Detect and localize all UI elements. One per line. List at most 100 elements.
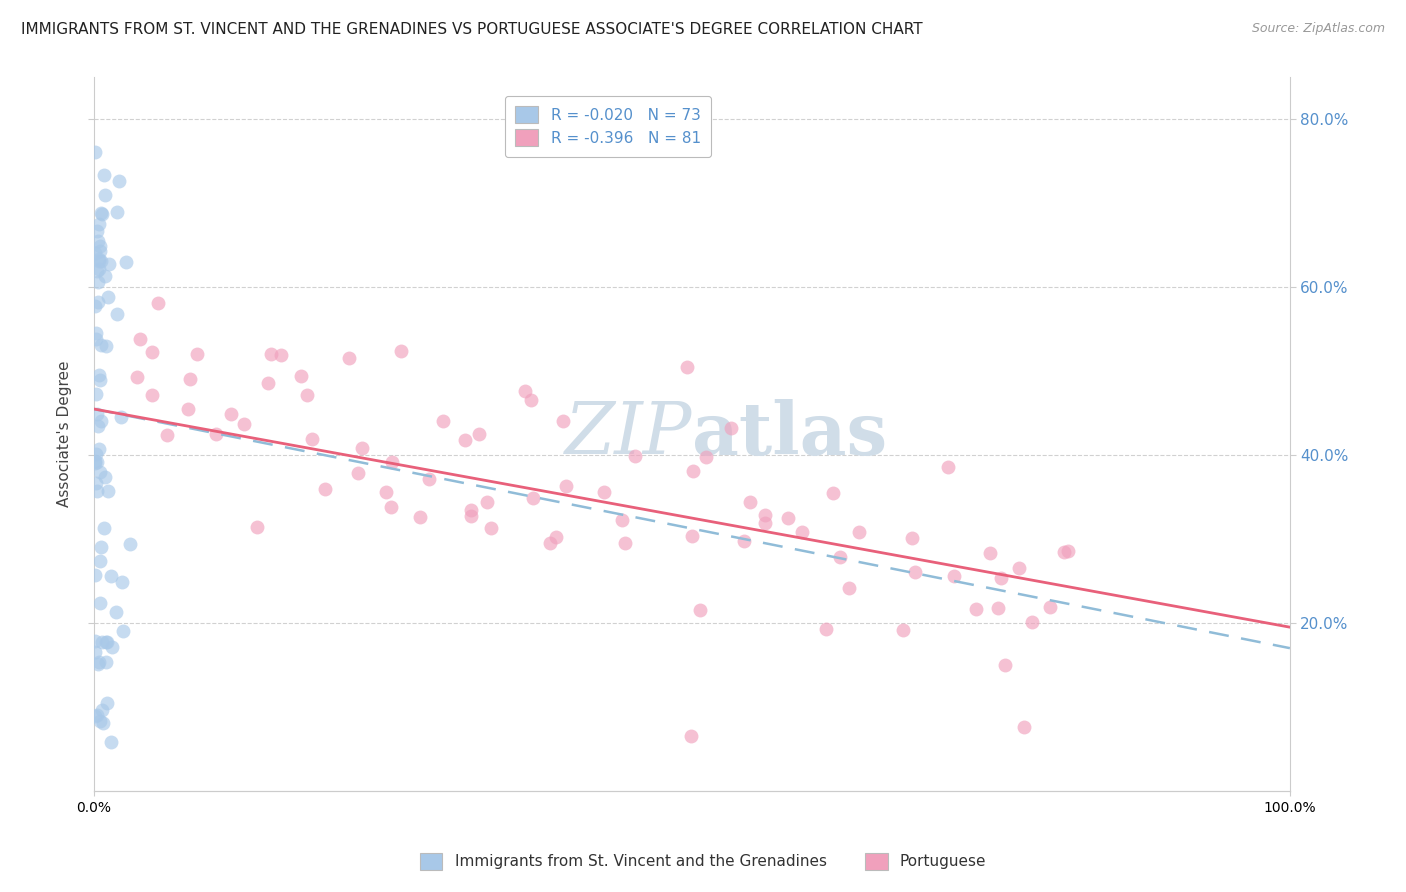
Point — [614, 536, 637, 550]
Point — [87, 294, 110, 309]
Point — [86, 483, 108, 498]
Point — [84, 447, 107, 461]
Point — [86, 455, 108, 469]
Point — [84, 245, 107, 260]
Point — [823, 486, 845, 500]
Point — [84, 326, 107, 341]
Legend: R = -0.020   N = 73, R = -0.396   N = 81: R = -0.020 N = 73, R = -0.396 N = 81 — [505, 95, 711, 157]
Point — [610, 512, 633, 526]
Point — [86, 407, 108, 421]
Point — [314, 482, 336, 496]
Point — [89, 244, 111, 259]
Point — [520, 393, 543, 408]
Point — [141, 345, 163, 359]
Point — [987, 600, 1010, 615]
Point — [232, 417, 254, 431]
Point — [89, 465, 111, 479]
Point — [87, 657, 110, 672]
Point — [453, 433, 475, 447]
Point — [347, 466, 370, 480]
Point — [990, 571, 1012, 585]
Point — [179, 372, 201, 386]
Point — [86, 707, 108, 722]
Point — [830, 550, 852, 565]
Point — [432, 414, 454, 428]
Point — [1053, 545, 1076, 559]
Point — [689, 603, 711, 617]
Point — [479, 521, 502, 535]
Point — [94, 655, 117, 669]
Point — [91, 634, 114, 648]
Point — [83, 633, 105, 648]
Point — [84, 475, 107, 490]
Point — [720, 421, 742, 435]
Point — [901, 531, 924, 545]
Point — [297, 388, 319, 402]
Point — [257, 376, 280, 390]
Point — [83, 709, 105, 723]
Point — [676, 360, 699, 375]
Point — [290, 369, 312, 384]
Point — [89, 368, 111, 382]
Point — [1021, 615, 1043, 630]
Point — [148, 296, 170, 310]
Point — [97, 290, 120, 304]
Point — [84, 333, 107, 347]
Point — [792, 524, 814, 539]
Point — [105, 307, 128, 321]
Text: ZIP: ZIP — [564, 399, 692, 469]
Point — [815, 622, 838, 636]
Point — [110, 410, 132, 425]
Point — [83, 568, 105, 582]
Point — [156, 428, 179, 442]
Point — [460, 502, 482, 516]
Point — [84, 386, 107, 401]
Point — [89, 239, 111, 253]
Point — [555, 478, 578, 492]
Text: IMMIGRANTS FROM ST. VINCENT AND THE GRENADINES VS PORTUGUESE ASSOCIATE'S DEGREE : IMMIGRANTS FROM ST. VINCENT AND THE GREN… — [21, 22, 922, 37]
Legend: Immigrants from St. Vincent and the Grenadines, Portuguese: Immigrants from St. Vincent and the Gren… — [412, 846, 994, 877]
Point — [105, 204, 128, 219]
Point — [89, 554, 111, 568]
Point — [120, 537, 142, 551]
Point — [127, 370, 149, 384]
Point — [903, 566, 925, 580]
Point — [186, 347, 208, 361]
Point — [93, 168, 115, 182]
Point — [97, 483, 120, 498]
Point — [544, 530, 567, 544]
Point — [128, 332, 150, 346]
Point — [96, 635, 118, 649]
Point — [89, 442, 111, 456]
Point — [513, 384, 536, 399]
Point — [219, 408, 242, 422]
Point — [87, 253, 110, 268]
Point — [89, 252, 111, 266]
Point — [86, 224, 108, 238]
Point — [89, 596, 111, 610]
Point — [301, 432, 323, 446]
Point — [111, 575, 134, 590]
Point — [90, 337, 112, 351]
Point — [522, 491, 544, 505]
Point — [100, 640, 122, 654]
Point — [776, 511, 799, 525]
Point — [90, 206, 112, 220]
Point — [90, 540, 112, 554]
Point — [87, 419, 110, 434]
Text: Source: ZipAtlas.com: Source: ZipAtlas.com — [1251, 22, 1385, 36]
Point — [1056, 543, 1078, 558]
Point — [380, 500, 402, 515]
Point — [93, 470, 115, 484]
Point — [460, 508, 482, 523]
Point — [94, 187, 117, 202]
Point — [468, 426, 491, 441]
Point — [848, 524, 870, 539]
Point — [409, 510, 432, 524]
Point — [86, 264, 108, 278]
Point — [96, 696, 118, 710]
Point — [592, 485, 614, 500]
Point — [754, 508, 776, 523]
Point — [90, 414, 112, 428]
Point — [108, 174, 131, 188]
